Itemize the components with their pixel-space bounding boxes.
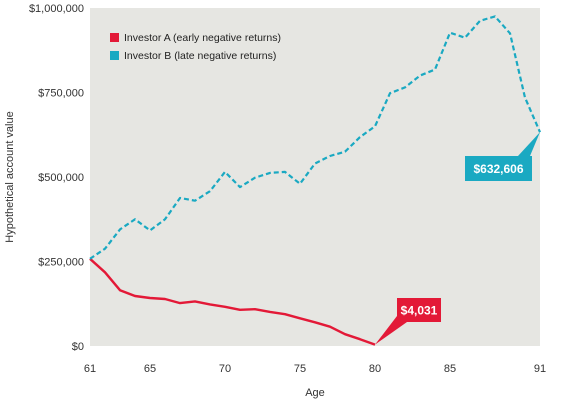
x-tick-label: 91 — [534, 363, 546, 375]
legend-swatch — [110, 33, 119, 42]
x-tick-label: 75 — [294, 363, 306, 375]
callout-pointer — [375, 316, 407, 345]
legend-label: Investor B (late negative returns) — [124, 50, 276, 62]
y-axis-title: Hypothetical account value — [4, 111, 16, 242]
callout-value: $4,031 — [401, 304, 438, 318]
x-tick-label: 65 — [144, 363, 156, 375]
legend-item: Investor B (late negative returns) — [110, 50, 276, 62]
callout-investor-b: $632,606 — [465, 132, 540, 181]
callout-investor-a: $4,031 — [375, 298, 441, 345]
callout-value: $632,606 — [473, 162, 523, 176]
y-tick-label: $500,000 — [38, 172, 84, 184]
legend-swatch — [110, 51, 119, 60]
callout-box — [465, 156, 532, 181]
series-line-investor-b — [89, 15, 542, 260]
y-tick-label: $250,000 — [38, 257, 84, 269]
x-tick-label: 70 — [219, 363, 231, 375]
x-tick-label: 61 — [84, 363, 96, 375]
x-tick-label: 80 — [369, 363, 381, 375]
series-line-investor-a — [89, 257, 376, 346]
x-tick-label: 85 — [444, 363, 456, 375]
x-axis-title: Age — [305, 387, 325, 399]
y-tick-label: $750,000 — [38, 88, 84, 100]
callout-box — [397, 298, 441, 322]
legend-label: Investor A (early negative returns) — [124, 32, 281, 44]
callout-pointer — [518, 132, 540, 156]
legend-item: Investor A (early negative returns) — [110, 32, 281, 44]
y-tick-label: $0 — [72, 341, 84, 353]
y-tick-label: $1,000,000 — [29, 3, 84, 15]
